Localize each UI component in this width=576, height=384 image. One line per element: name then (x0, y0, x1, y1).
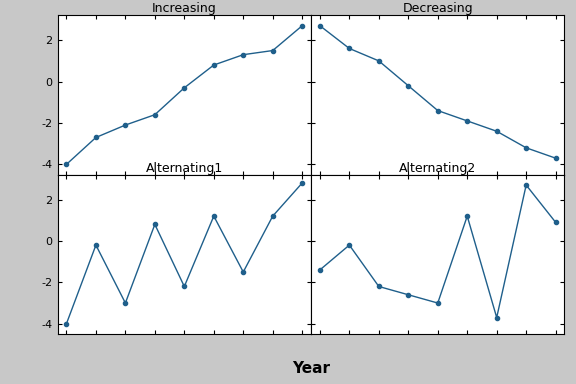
Title: Alternating2: Alternating2 (399, 162, 476, 175)
Title: Increasing: Increasing (152, 2, 217, 15)
Title: Decreasing: Decreasing (403, 2, 473, 15)
Text: Year: Year (292, 361, 330, 376)
Title: Alternating1: Alternating1 (146, 162, 223, 175)
